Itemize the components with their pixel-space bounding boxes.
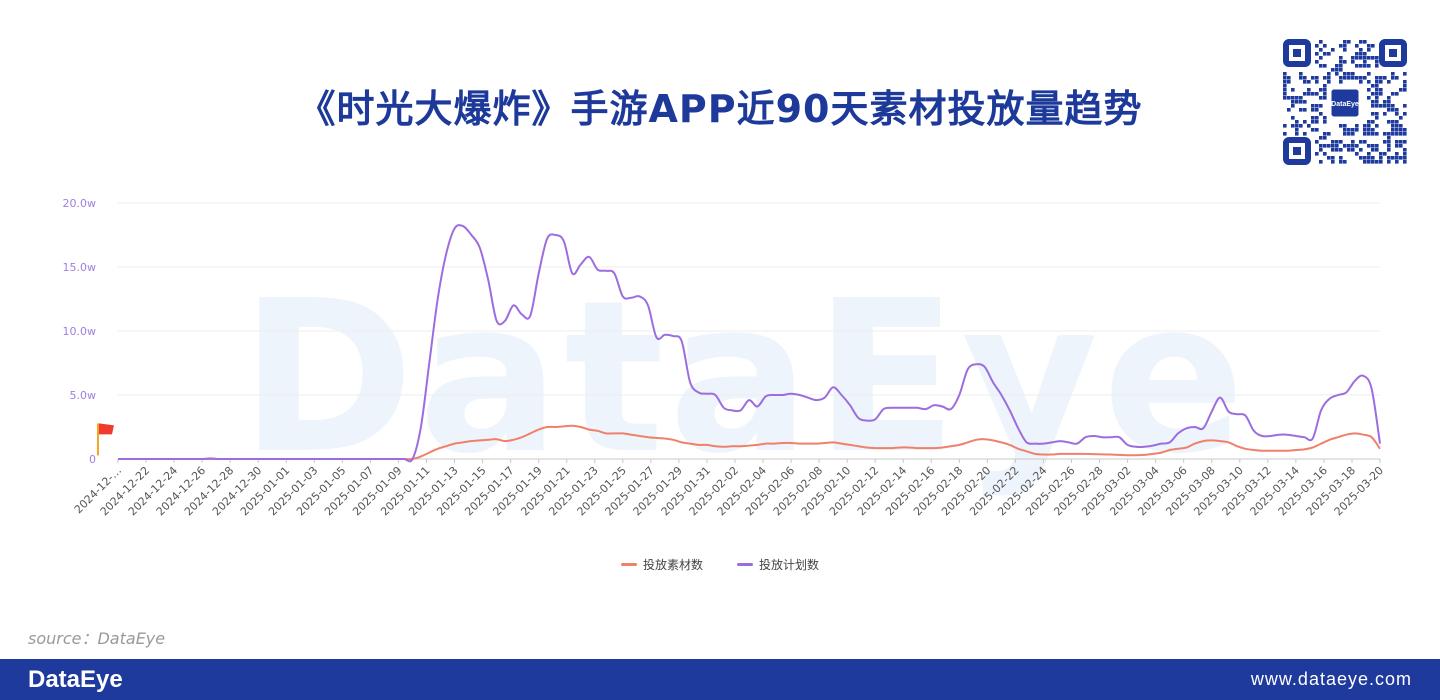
legend-item-material[interactable]: 投放素材数 bbox=[620, 556, 703, 573]
legend-swatch-material bbox=[620, 563, 637, 566]
series-line-plan bbox=[118, 224, 1381, 463]
qr-code-graphic: DataEye bbox=[1282, 38, 1408, 166]
trend-line-chart: 05.0w10.0w15.0w20.0w2024-12-…2024-12-222… bbox=[63, 197, 1387, 518]
legend-swatch-plan bbox=[737, 563, 753, 566]
y-tick-label: 10.0w bbox=[63, 325, 97, 338]
y-tick-label: 20.0w bbox=[63, 197, 97, 210]
chart-legend: 投放素材数 投放计划数 bbox=[0, 556, 1440, 573]
legend-item-plan[interactable]: 投放计划数 bbox=[737, 556, 819, 573]
legend-label-plan: 投放计划数 bbox=[759, 558, 820, 572]
qr-badge-label: DataEye bbox=[1331, 101, 1359, 108]
page-title: 《时光大爆炸》手游APP近90天素材投放量趋势 bbox=[297, 87, 1143, 131]
qr-code-icon: DataEye bbox=[1282, 38, 1408, 166]
flag-marker-icon bbox=[98, 423, 114, 435]
footer-bar: DataEye www.dataeye.com bbox=[0, 659, 1440, 700]
series-line-material bbox=[118, 424, 1381, 461]
source-note: source：DataEye bbox=[28, 629, 166, 648]
y-tick-label: 0 bbox=[89, 453, 96, 466]
footer-url[interactable]: www.dataeye.com bbox=[1250, 669, 1412, 689]
y-tick-label: 5.0w bbox=[70, 389, 97, 402]
footer-logo: DataEye bbox=[28, 665, 123, 693]
legend-label-material: 投放素材数 bbox=[642, 558, 703, 572]
y-tick-label: 15.0w bbox=[63, 261, 97, 274]
